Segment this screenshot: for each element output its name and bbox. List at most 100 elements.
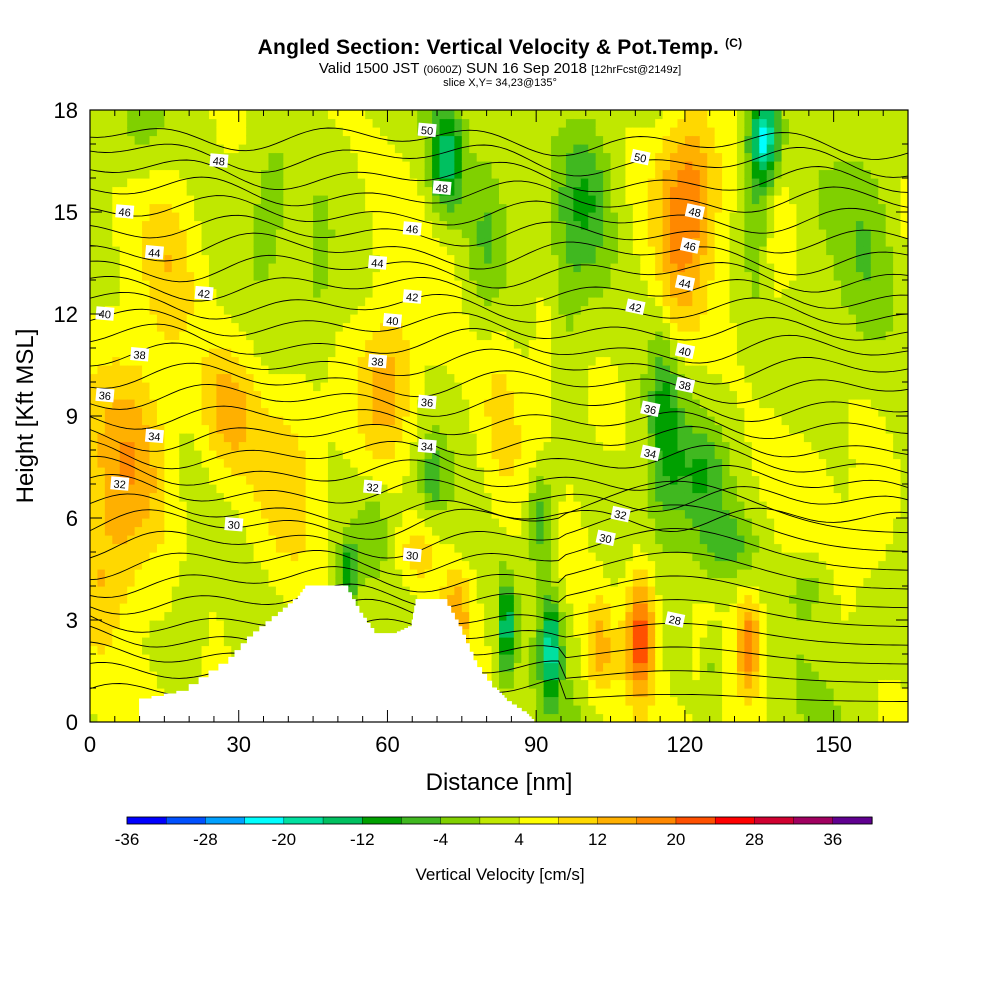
velocity-cell xyxy=(179,152,188,162)
velocity-cell xyxy=(409,373,418,383)
velocity-cell xyxy=(179,297,188,307)
velocity-cell xyxy=(208,662,218,672)
velocity-cell xyxy=(320,246,329,256)
velocity-cell xyxy=(104,637,113,647)
velocity-cell xyxy=(409,144,418,154)
velocity-cell xyxy=(179,390,188,400)
velocity-cell xyxy=(484,246,493,256)
velocity-cell xyxy=(283,195,292,205)
velocity-cell xyxy=(320,458,329,468)
velocity-cell xyxy=(588,178,597,188)
velocity-cell xyxy=(543,246,552,256)
velocity-cell xyxy=(551,305,560,315)
velocity-cell xyxy=(208,373,218,383)
velocity-cell xyxy=(246,169,255,179)
velocity-cell xyxy=(595,118,604,128)
velocity-cell xyxy=(268,373,277,383)
velocity-cell xyxy=(417,305,426,315)
velocity-cell xyxy=(506,679,515,689)
velocity-cell xyxy=(454,577,463,587)
velocity-cell xyxy=(142,237,151,247)
velocity-cell xyxy=(216,569,225,579)
velocity-cell xyxy=(156,467,165,477)
velocity-cell xyxy=(253,552,262,562)
velocity-cell xyxy=(521,671,530,681)
velocity-cell xyxy=(216,450,225,460)
velocity-cell xyxy=(506,399,515,409)
velocity-cell xyxy=(90,467,99,477)
velocity-cell xyxy=(231,212,240,222)
velocity-cell xyxy=(223,365,232,375)
velocity-cell xyxy=(179,535,188,545)
slice-info: slice X,Y= 34,23@135° xyxy=(443,77,557,89)
velocity-cell xyxy=(298,569,307,579)
velocity-cell xyxy=(283,356,292,366)
velocity-cell xyxy=(387,518,396,528)
velocity-cell xyxy=(394,305,403,315)
velocity-cell xyxy=(595,705,604,715)
velocity-cell xyxy=(461,161,470,171)
velocity-cell xyxy=(305,467,314,477)
velocity-cell xyxy=(216,416,225,426)
velocity-cell xyxy=(461,297,470,307)
velocity-cell xyxy=(372,373,381,383)
velocity-cell xyxy=(149,322,158,332)
velocity-cell xyxy=(528,509,537,519)
velocity-cell xyxy=(476,331,485,341)
velocity-cell xyxy=(134,246,143,256)
velocity-cell xyxy=(394,229,403,239)
velocity-cell xyxy=(164,246,173,256)
velocity-cell xyxy=(238,254,247,264)
velocity-cell xyxy=(290,509,299,519)
velocity-cell xyxy=(417,169,426,179)
velocity-cell xyxy=(439,433,448,443)
velocity-cell xyxy=(365,212,374,222)
velocity-cell xyxy=(573,560,582,570)
velocity-cell xyxy=(246,492,255,502)
velocity-cell xyxy=(499,186,508,196)
velocity-cell xyxy=(439,110,448,120)
velocity-cell xyxy=(372,297,381,307)
velocity-cell xyxy=(194,203,203,213)
velocity-cell xyxy=(208,475,218,485)
velocity-cell xyxy=(216,297,225,307)
velocity-cell xyxy=(104,662,113,672)
velocity-cell xyxy=(216,178,225,188)
velocity-cell xyxy=(536,203,545,213)
velocity-cell xyxy=(90,654,99,664)
velocity-cell xyxy=(253,195,262,205)
velocity-cell xyxy=(342,501,351,511)
velocity-cell xyxy=(298,263,307,273)
velocity-cell xyxy=(521,229,530,239)
velocity-cell xyxy=(283,433,292,443)
velocity-cell xyxy=(551,603,560,613)
velocity-cell xyxy=(208,297,218,307)
velocity-cell xyxy=(112,365,121,375)
velocity-cell xyxy=(104,560,113,570)
velocity-cell xyxy=(305,518,314,528)
velocity-cell xyxy=(283,484,292,494)
velocity-cell xyxy=(394,288,403,298)
velocity-cell xyxy=(603,637,612,647)
velocity-cell xyxy=(179,288,188,298)
velocity-cell xyxy=(372,543,381,553)
velocity-cell xyxy=(424,186,433,196)
velocity-cell xyxy=(461,212,470,222)
velocity-cell xyxy=(238,569,247,579)
velocity-cell xyxy=(171,620,180,630)
velocity-cell xyxy=(491,424,500,434)
velocity-cell xyxy=(156,569,165,579)
velocity-cell xyxy=(357,603,366,613)
velocity-cell xyxy=(305,118,314,128)
velocity-cell xyxy=(156,110,165,120)
velocity-cell xyxy=(194,280,203,290)
velocity-cell xyxy=(461,569,470,579)
velocity-cell xyxy=(268,246,277,256)
velocity-cell xyxy=(446,560,455,570)
velocity-cell xyxy=(179,467,188,477)
velocity-cell xyxy=(223,467,232,477)
velocity-cell xyxy=(201,110,210,120)
velocity-cell xyxy=(216,220,225,230)
velocity-cell xyxy=(164,467,173,477)
velocity-cell xyxy=(327,297,336,307)
